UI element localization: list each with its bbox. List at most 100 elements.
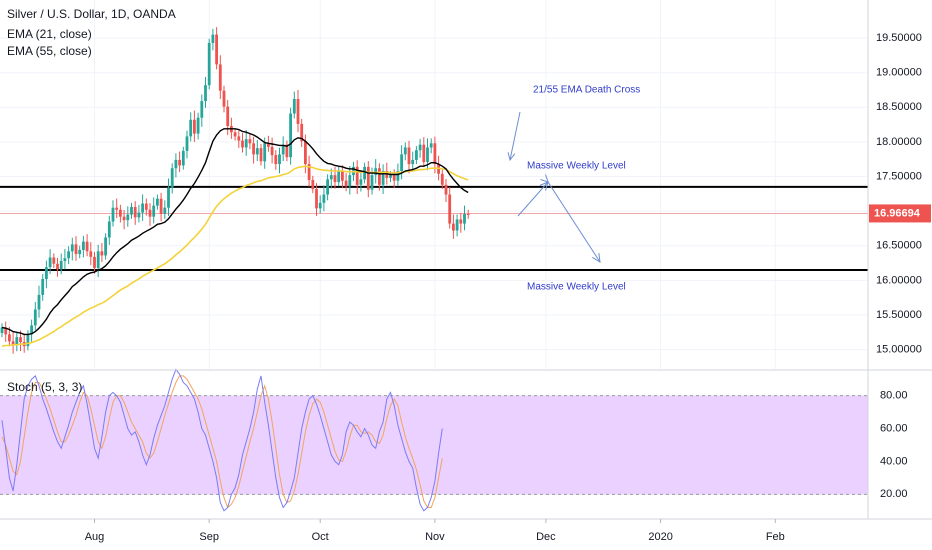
candle-body xyxy=(322,194,326,203)
candle-body xyxy=(304,141,307,165)
price-pane[interactable]: 21/55 EMA Death Cross Massive Weekly Leve… xyxy=(0,0,868,369)
stoch-tick-label: 40.00 xyxy=(880,455,908,467)
candle-body xyxy=(104,237,107,256)
candle-body xyxy=(178,159,181,166)
stoch-tick-label: 60.00 xyxy=(880,422,908,434)
chart-title: Silver / U.S. Dollar, 1D, OANDA xyxy=(7,7,176,21)
candle-body xyxy=(378,168,381,185)
candle-body xyxy=(4,327,8,335)
candle-body xyxy=(63,258,67,261)
candle-body xyxy=(448,194,452,224)
time-tick-label: Aug xyxy=(85,531,105,543)
candle-body xyxy=(392,175,396,181)
stoch-band xyxy=(0,395,868,495)
candle-body xyxy=(170,168,174,188)
candle-body xyxy=(167,187,170,208)
time-tick-label: Nov xyxy=(425,531,445,543)
price-tick-label: 17.50000 xyxy=(876,170,922,182)
time-tick-label: Oct xyxy=(312,531,329,543)
candle-body xyxy=(333,175,337,183)
stoch-tick-label: 80.00 xyxy=(880,390,908,402)
candle-body xyxy=(255,148,259,155)
candle-body xyxy=(466,213,470,215)
stoch-tick-label: 20.00 xyxy=(880,488,908,500)
candle-body xyxy=(200,101,204,118)
price-tick-label: 19.00000 xyxy=(876,67,922,79)
candle-body xyxy=(381,171,385,185)
candle-body xyxy=(348,175,352,187)
ema55-line xyxy=(1,165,469,347)
candle-body xyxy=(89,251,93,257)
candle-body xyxy=(270,146,274,156)
candle-body xyxy=(137,212,141,218)
candle-body xyxy=(281,144,285,155)
price-tick-label: 19.50000 xyxy=(876,32,922,44)
candle-body xyxy=(389,175,392,178)
candle-body xyxy=(363,166,366,180)
candle-body xyxy=(19,337,22,342)
candle-body xyxy=(400,154,403,171)
candle-body xyxy=(148,209,152,217)
candle-body xyxy=(241,140,244,148)
candle-body xyxy=(311,180,315,189)
candle-body xyxy=(263,143,267,162)
candle-body xyxy=(207,42,211,86)
candle-body xyxy=(426,147,429,162)
candle-body xyxy=(403,147,407,155)
candle-body xyxy=(15,337,19,346)
candle-body xyxy=(329,175,333,180)
price-tick-label: 18.50000 xyxy=(876,101,922,113)
last-price-tag xyxy=(869,204,931,223)
candle-body xyxy=(307,164,311,180)
candle-body xyxy=(144,203,148,210)
candle-body xyxy=(82,241,85,250)
ema21-line xyxy=(1,128,469,336)
candle-body xyxy=(193,119,196,134)
candle-body xyxy=(259,148,263,162)
projection-path xyxy=(517,181,601,263)
death-cross-arrow xyxy=(509,111,521,161)
candle-body xyxy=(433,143,437,165)
time-tick-label: 2020 xyxy=(648,531,672,543)
price-tick-label: 16.00000 xyxy=(876,274,922,286)
candle-body xyxy=(226,106,230,126)
candle-body xyxy=(315,189,318,209)
candle-body xyxy=(185,136,189,151)
candle-body xyxy=(30,325,33,335)
ema55-legend: EMA (55, close) xyxy=(7,44,92,58)
candle-body xyxy=(211,34,215,43)
candle-body xyxy=(107,221,111,238)
candle-body xyxy=(93,256,96,268)
candle-body xyxy=(337,171,341,183)
time-tick-label: Sep xyxy=(199,531,219,543)
candle-body xyxy=(422,144,426,162)
candle-body xyxy=(26,334,30,347)
candle-body xyxy=(111,207,115,222)
candle-body xyxy=(355,166,359,185)
candle-body xyxy=(141,203,144,213)
candle-body xyxy=(411,159,415,165)
candle-body xyxy=(452,223,455,231)
candle-body xyxy=(341,171,344,181)
candle-body xyxy=(370,175,374,190)
projection-arrow-head xyxy=(592,253,601,263)
candle-body xyxy=(300,123,304,142)
candle-body xyxy=(189,119,193,137)
candle-body xyxy=(37,294,41,310)
candle-body xyxy=(52,257,56,264)
time-tick-label: Feb xyxy=(766,531,785,543)
candle-body xyxy=(459,219,463,224)
candle-body xyxy=(296,99,300,124)
candle-body xyxy=(159,198,163,214)
candle-body xyxy=(252,143,255,155)
last-price-label: 16.96694 xyxy=(874,207,921,219)
candle-body xyxy=(163,207,167,214)
stoch-k-line xyxy=(1,368,443,512)
candle-body xyxy=(181,150,185,166)
stochastic-pane[interactable] xyxy=(0,368,868,512)
ema21-legend: EMA (21, close) xyxy=(7,27,92,41)
candle-body xyxy=(133,207,137,218)
time-tick-label: Dec xyxy=(536,531,556,543)
candle-body xyxy=(344,180,348,187)
